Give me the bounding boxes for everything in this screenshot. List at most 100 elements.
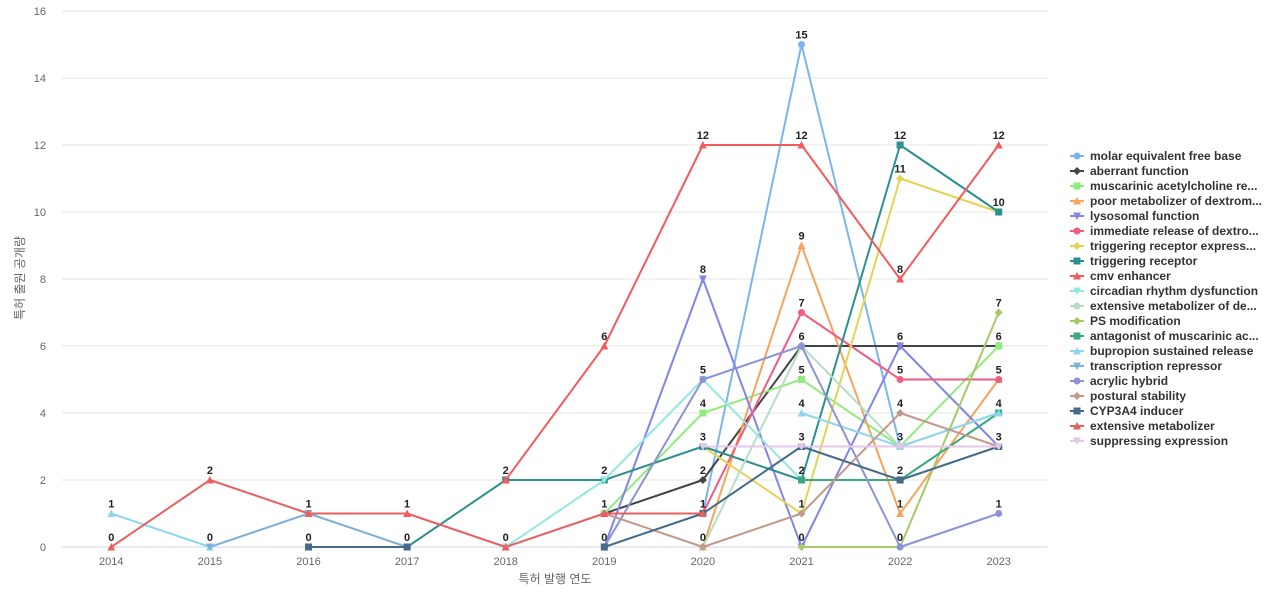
data-point[interactable] xyxy=(403,509,412,518)
data-point[interactable] xyxy=(600,543,608,551)
data-point[interactable] xyxy=(798,342,805,350)
data-point[interactable] xyxy=(305,543,312,551)
legend-item[interactable]: muscarinic acetylcholine re... xyxy=(1070,179,1257,193)
data-point[interactable] xyxy=(798,476,805,484)
data-point[interactable] xyxy=(600,476,609,485)
legend-marker[interactable] xyxy=(1073,287,1081,296)
legend-marker[interactable] xyxy=(1073,407,1081,415)
data-point[interactable] xyxy=(107,509,116,518)
legend-item[interactable]: bupropion sustained release xyxy=(1070,344,1254,358)
data-label: 0 xyxy=(700,532,706,544)
data-point[interactable] xyxy=(205,543,214,552)
data-point[interactable] xyxy=(896,509,905,518)
data-point[interactable] xyxy=(698,543,707,551)
data-point[interactable] xyxy=(501,476,510,484)
legend-item[interactable]: transcription repressor xyxy=(1070,359,1222,373)
data-point[interactable] xyxy=(699,376,707,383)
data-point[interactable] xyxy=(797,409,806,417)
legend-marker[interactable] xyxy=(1073,347,1081,355)
series-suppressing-expression[interactable] xyxy=(698,443,1003,451)
legend-marker[interactable] xyxy=(1073,152,1081,160)
legend-item[interactable]: lysosomal function xyxy=(1070,209,1199,223)
legend-item[interactable]: triggering receptor express... xyxy=(1070,239,1256,253)
legend-marker[interactable] xyxy=(1073,302,1081,310)
legend-item[interactable]: molar equivalent free base xyxy=(1070,149,1242,163)
data-point[interactable] xyxy=(107,543,116,551)
data-point[interactable] xyxy=(994,141,1003,149)
data-point[interactable] xyxy=(600,509,609,518)
legend-item[interactable]: circadian rhythm dysfunction xyxy=(1070,284,1258,298)
legend-item[interactable]: acrylic hybrid xyxy=(1070,374,1168,388)
data-point[interactable] xyxy=(994,409,1003,417)
data-point[interactable] xyxy=(896,443,905,451)
legend-item[interactable]: triggering receptor xyxy=(1070,254,1198,268)
legend-item[interactable]: PS modification xyxy=(1070,314,1181,328)
series-cmv-enhancer[interactable] xyxy=(501,141,1003,484)
legend-marker[interactable] xyxy=(1073,182,1081,190)
series-line[interactable] xyxy=(505,378,803,548)
data-point[interactable] xyxy=(896,141,904,149)
data-point[interactable] xyxy=(797,509,806,518)
data-point[interactable] xyxy=(698,141,707,149)
data-point[interactable] xyxy=(797,443,806,451)
legend-marker[interactable] xyxy=(1073,422,1081,430)
legend-marker[interactable] xyxy=(1073,242,1081,250)
legend-marker[interactable] xyxy=(1073,272,1081,280)
data-point[interactable] xyxy=(896,376,904,383)
data-point[interactable] xyxy=(994,443,1003,451)
data-point[interactable] xyxy=(896,275,905,283)
legend-item[interactable]: CYP3A4 inducer xyxy=(1070,404,1184,418)
legend-item[interactable]: suppressing expression xyxy=(1070,434,1228,448)
data-point[interactable] xyxy=(205,476,214,484)
data-point[interactable] xyxy=(797,543,806,551)
legend-item[interactable]: postural stability xyxy=(1070,389,1186,403)
data-point[interactable] xyxy=(994,308,1003,317)
data-point[interactable] xyxy=(403,543,411,551)
data-point[interactable] xyxy=(501,543,510,551)
legend-item[interactable]: extensive metabolizer xyxy=(1070,419,1215,433)
data-point[interactable] xyxy=(798,309,805,316)
data-point[interactable] xyxy=(698,443,707,451)
legend-item[interactable]: aberrant function xyxy=(1070,164,1189,178)
data-point[interactable] xyxy=(698,476,707,484)
legend-marker[interactable] xyxy=(1073,257,1081,265)
legend-marker[interactable] xyxy=(1073,317,1081,325)
data-point[interactable] xyxy=(699,409,707,417)
legend-marker[interactable] xyxy=(1073,212,1081,221)
legend-item[interactable]: immediate release of dextro... xyxy=(1070,224,1259,238)
data-point[interactable] xyxy=(797,141,806,149)
legend-marker[interactable] xyxy=(1073,197,1081,205)
data-point[interactable] xyxy=(304,509,313,518)
data-point[interactable] xyxy=(995,208,1003,216)
data-point[interactable] xyxy=(995,510,1003,517)
data-label: 2 xyxy=(897,465,903,477)
data-point[interactable] xyxy=(698,275,707,284)
data-point[interactable] xyxy=(698,509,707,518)
series-line[interactable] xyxy=(504,144,1000,481)
legend-marker[interactable] xyxy=(1073,167,1081,175)
legend-marker[interactable] xyxy=(1073,392,1081,400)
legend-item[interactable]: cmv enhancer xyxy=(1070,269,1171,283)
data-point[interactable] xyxy=(896,342,905,351)
data-label: 1 xyxy=(700,499,706,511)
data-point[interactable] xyxy=(896,174,905,183)
data-point[interactable] xyxy=(798,41,805,48)
series-extensive-metabolizer[interactable] xyxy=(107,476,707,551)
data-point[interactable] xyxy=(896,409,905,417)
legend-marker[interactable] xyxy=(1073,362,1081,371)
legend-item[interactable]: extensive metabolizer of de... xyxy=(1070,299,1257,313)
legend-marker[interactable] xyxy=(1073,227,1081,235)
data-point[interactable] xyxy=(896,476,904,484)
data-point[interactable] xyxy=(896,543,904,551)
data-point[interactable] xyxy=(995,376,1003,383)
legend-marker[interactable] xyxy=(1073,332,1081,340)
legend-item[interactable]: poor metabolizer of dextrom... xyxy=(1070,194,1262,208)
legend-marker[interactable] xyxy=(1073,377,1081,385)
data-point[interactable] xyxy=(995,342,1003,350)
legend-item[interactable]: antagonist of muscarinic ac... xyxy=(1070,329,1259,343)
legend-marker[interactable] xyxy=(1073,437,1081,446)
data-point[interactable] xyxy=(798,376,805,383)
data-point[interactable] xyxy=(797,241,806,250)
data-point[interactable] xyxy=(600,342,609,350)
